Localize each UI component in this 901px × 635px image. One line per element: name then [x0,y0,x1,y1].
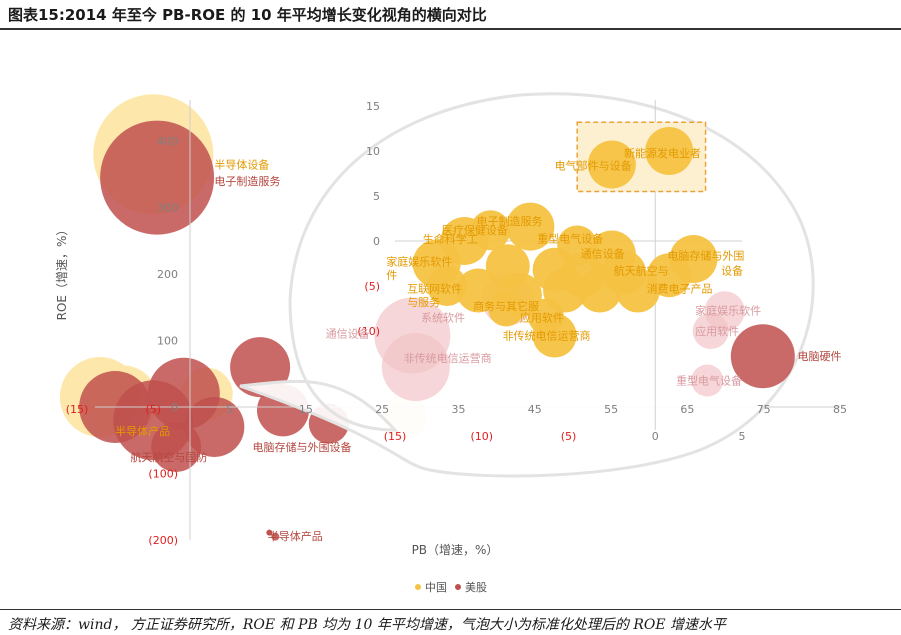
inset-bubble-label: 家庭娱乐软件 [695,303,761,317]
y-tick-label: (100) [148,468,178,481]
inset-bubble-label: 新能源发电业者 [624,146,701,160]
inset-bubble-label: 系统软件 [421,311,465,325]
x-tick-label: (15) [66,403,89,416]
zoom-inset: 15 10 5 0 (5) (10) (15) (10) (5) 0 5 [239,92,815,478]
inset-y-tick-label: (10) [357,325,380,338]
semiconductor-products-marker [266,529,273,536]
main-bubble-label: 半导体设备 [214,157,269,171]
inset-us-bubble-5 [691,364,724,397]
y-axis-title: ROE（增速，%） [55,224,69,321]
figure-header: 图表15:2014 年至今 PB-ROE 的 10 年平均增长变化视角的横向对比 [0,0,901,28]
inset-us-bubble-6 [730,324,795,389]
inset-x-tick-label: 5 [739,430,746,443]
inset-us-bubble-1 [381,333,450,401]
x-axis-title: PB（增速，%） [412,543,499,557]
inset-bubble-label: 医疗保健设备 [442,223,508,237]
x-tick-label: (5) [146,403,162,416]
x-tick-label: 85 [833,403,847,416]
x-tick-label: 25 [375,403,389,416]
inset-bubble-label: 与服务 [407,296,440,309]
x-tick-label: 45 [528,403,542,416]
y-tick-label: 100 [157,335,178,348]
inset-china-bubble-0 [645,127,694,175]
us-bubble-5 [151,421,202,472]
y-tick-label: 300 [157,202,178,215]
inset-y-tick-label: 10 [366,145,380,158]
inset-china-bubble-20 [488,290,525,327]
inset-bubble-label: 通信设备 [581,247,625,261]
inset-y-tick-label: 0 [373,235,380,248]
main-bubble-label: 半导体产品 [115,424,170,438]
inset-china-bubble-19 [615,268,660,313]
inset-bubble-label: 电脑存储与外围 [667,248,744,262]
y-tick-label: 0 [171,401,178,414]
bottom-rule [0,609,901,610]
inset-china-bubble-22 [532,313,577,358]
main-bubble-label: 半导体产品 [268,529,323,543]
source-note: 资料来源：wind， 方正证券研究所，ROE 和 PB 均为 10 年平均增速，… [8,617,727,633]
inset-bubble-label: 商务与其它服 [473,299,539,313]
inset-bubble-label: 电气部件与设备 [555,158,632,172]
inset-bubble-label: 应用软件 [695,324,739,338]
inset-bubble-label: 应用软件 [520,311,564,325]
inset-bubble-label: 通信设备 [326,327,370,341]
inset-bubble-label: 生命科学工 [423,232,478,246]
x-tick-label: 5 [226,403,233,416]
inset-bubble-label: 设备 [721,264,743,278]
y-tick-label: 400 [157,135,178,148]
us-bubble-9 [271,532,280,541]
legend-marker-1 [455,584,461,590]
inset-bubble-label: 重型电气设备 [537,231,603,245]
inset-y-tick-label: 15 [366,100,380,113]
inset-bubble-label: 电脑硬件 [798,350,842,363]
x-tick-label: 35 [452,403,466,416]
legend-marker-0 [415,584,421,590]
main-bubble-label: 电子制造服务 [214,174,280,188]
inset-bubble-label: 互联网软件 [407,282,462,296]
us-bubble-0 [100,120,215,235]
y-tick-label: (200) [148,534,178,547]
inset-bubble-label: 重型电气设备 [676,374,742,388]
inset-china-bubble-3 [506,202,555,251]
legend-label: 美股 [465,581,487,594]
legend: 中国 美股 [415,581,487,594]
inset-china-bubble-1 [587,140,636,189]
x-tick-label: 75 [757,403,771,416]
main-bubble-label: 航天航空与国防 [130,450,207,464]
inset-china-bubble-15 [456,268,501,313]
figure-title: 图表15:2014 年至今 PB-ROE 的 10 年平均增长变化视角的横向对比 [8,6,487,24]
y-tick-label: 200 [157,268,178,281]
inset-us-bubble-4 [692,313,729,349]
inset-x-tick-label: (15) [384,430,407,443]
inset-bubble-label: 件 [386,269,397,282]
inset-x-tick-label: 0 [652,430,659,443]
inset-bubble-label: 电子制造服务 [477,214,543,228]
inset-y-tick-label: 5 [373,190,380,203]
inset-bubble-label: 消费电子产品 [647,282,713,296]
top-rule [0,28,901,30]
inset-y-tick-label: (5) [364,280,380,293]
inset-china-bubble-18 [577,268,622,313]
inset-bubble-label: 非传统电信运营商 [503,329,591,343]
inset-bubble-label: 非传统电信运营商 [404,351,492,365]
legend-label: 中国 [425,581,447,594]
main-bubble-label: 电脑存储与外围设备 [252,440,351,454]
inset-x-tick-label: (10) [470,430,493,443]
x-tick-label: 55 [604,403,618,416]
pb-roe-bubble-chart: 400 300 200 100 0 (100) (200) 15 10 5 0 (5) (10) (15… [55,92,847,594]
inset-x-tick-label: (5) [561,430,577,443]
inset-bubble-label: 航天航空与 [614,264,669,278]
x-tick-label: 65 [680,403,694,416]
x-tick-label: 15 [299,403,313,416]
inset-bubble-label: 家庭娱乐软件 [386,255,452,269]
